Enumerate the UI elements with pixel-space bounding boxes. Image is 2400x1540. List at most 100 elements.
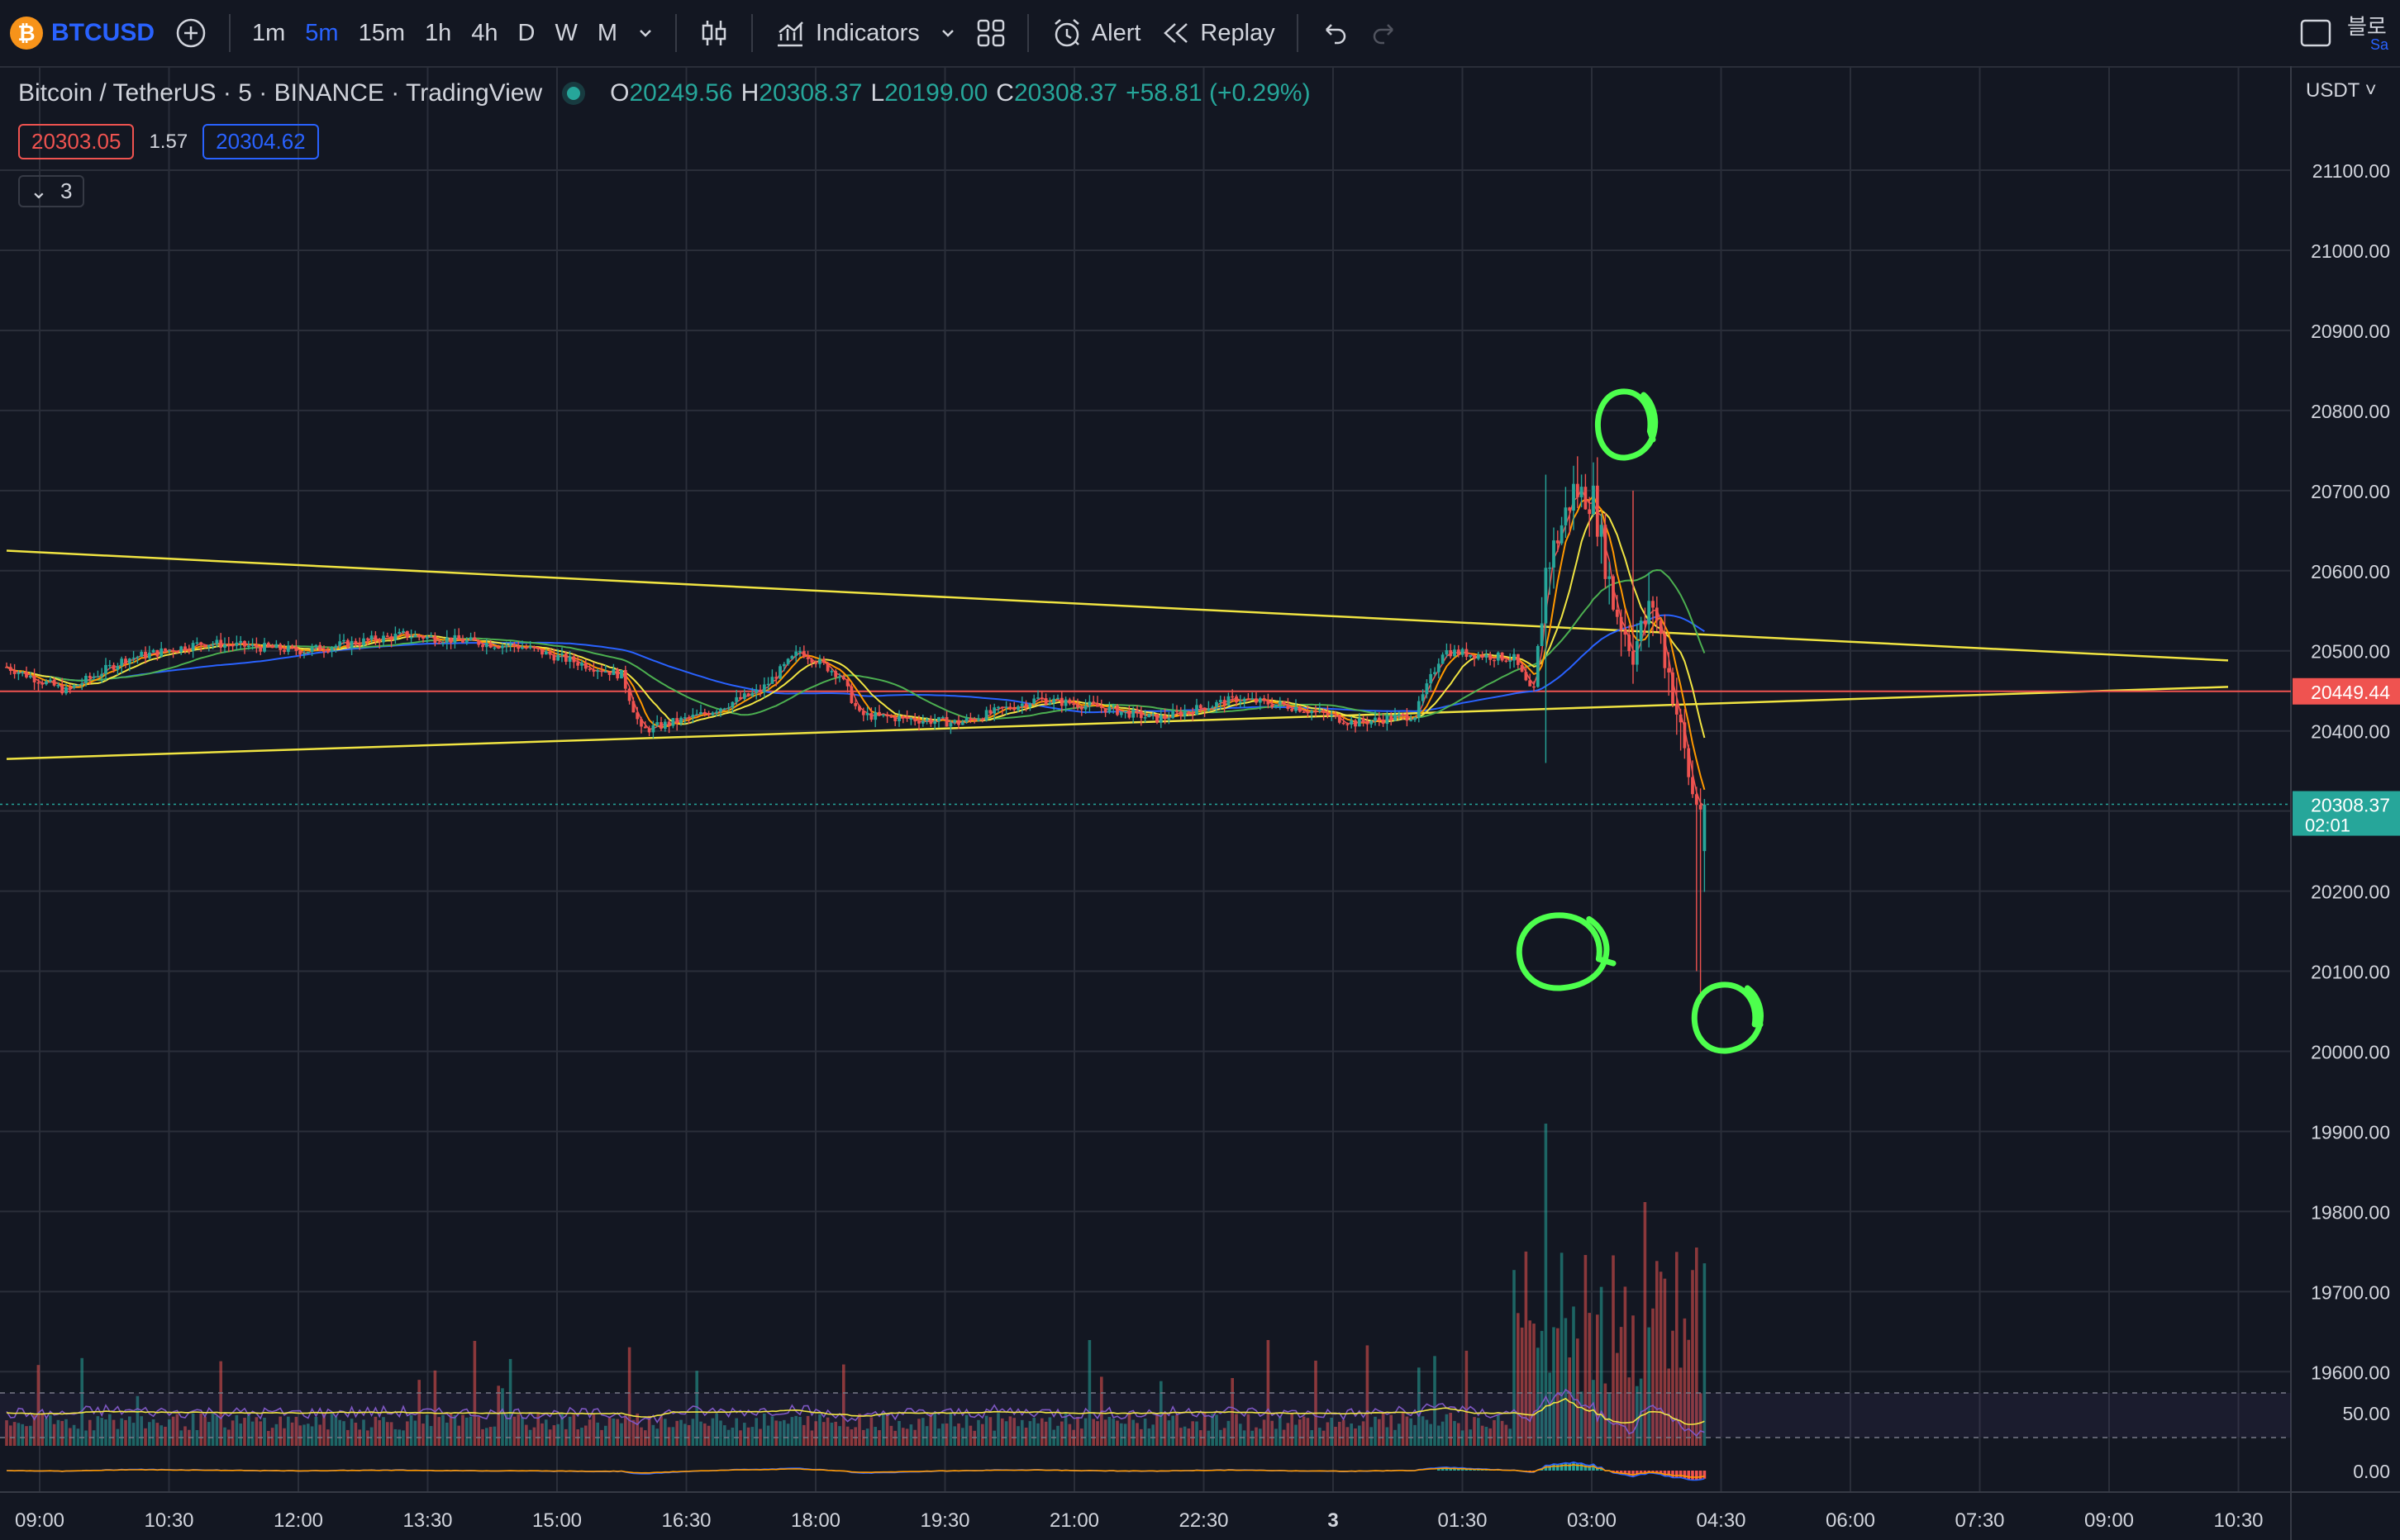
candle-body: [1107, 706, 1112, 713]
volume-bar: [84, 1430, 88, 1446]
candle-body: [596, 670, 600, 673]
buy-price-button[interactable]: 20304.62: [202, 124, 319, 159]
volume-bar: [1334, 1426, 1337, 1446]
timeframe-d[interactable]: D: [517, 19, 536, 46]
volume-bar: [878, 1430, 881, 1446]
add-symbol-button[interactable]: [164, 0, 217, 66]
candle-body: [1258, 698, 1262, 703]
candle-body: [1655, 607, 1659, 621]
replay-button[interactable]: Replay: [1150, 0, 1284, 66]
x-tick-label: 16:30: [661, 1509, 711, 1532]
indicators-dropdown[interactable]: [930, 0, 966, 66]
candle-body: [259, 647, 263, 652]
candle-body: [504, 645, 508, 647]
timeframe-5m[interactable]: 5m: [305, 19, 339, 46]
redo-button[interactable]: [1360, 0, 1409, 66]
candle-body: [36, 682, 40, 684]
y-tick-label: 20800.00: [2311, 401, 2390, 422]
sell-price-button[interactable]: 20303.05: [18, 124, 135, 159]
candle-body: [532, 646, 536, 649]
volume-bar: [964, 1414, 969, 1446]
volume-bar: [1643, 1202, 1647, 1446]
candle-body: [735, 696, 739, 702]
candle-body: [1619, 616, 1623, 630]
candle-body: [1048, 702, 1052, 705]
candle-body: [521, 647, 524, 649]
volume-bar: [703, 1423, 707, 1446]
chart-type-button[interactable]: [688, 0, 740, 66]
undo-button[interactable]: [1310, 0, 1360, 66]
volume-bar: [60, 1420, 64, 1446]
candle-body: [1171, 711, 1175, 719]
volume-bar: [981, 1424, 984, 1446]
candle-body: [100, 673, 104, 677]
timeframe-1m[interactable]: 1m: [252, 19, 286, 46]
candle-body: [878, 711, 881, 715]
y-tick-label: 20700.00: [2311, 481, 2390, 502]
candle-body: [84, 675, 88, 683]
volume-bar: [766, 1425, 770, 1446]
volume-bar: [1702, 1263, 1707, 1446]
volume-bar: [1246, 1414, 1250, 1446]
candle-body: [973, 719, 977, 721]
candle-body: [1052, 698, 1056, 703]
candle-body: [160, 648, 164, 657]
timeframe-15m[interactable]: 15m: [358, 19, 406, 46]
timeframe-4h[interactable]: 4h: [471, 19, 498, 46]
candle-body: [60, 685, 64, 694]
candle-body: [1222, 700, 1226, 706]
candle-body: [1365, 721, 1369, 725]
volume-bar: [1163, 1413, 1167, 1446]
macd-histogram-bar: [1445, 1466, 1449, 1471]
candle-body: [1321, 710, 1326, 713]
candle-body: [306, 651, 310, 654]
alert-button[interactable]: Alert: [1040, 0, 1151, 66]
candle-body: [199, 642, 203, 645]
price-chart[interactable]: 09:00 10:30 12:00 13:30 15:00 16:30 18:00 19:30…: [0, 66, 2400, 1540]
timeframe-w[interactable]: W: [555, 19, 578, 46]
fullscreen-button[interactable]: [2289, 0, 2342, 66]
volume-bar: [263, 1417, 266, 1446]
candle-body: [171, 649, 175, 652]
layout-grid-icon: [977, 19, 1005, 47]
indicators-button[interactable]: Indicators: [764, 0, 930, 66]
volume-bar: [957, 1423, 960, 1446]
candle-body: [32, 676, 36, 682]
candle-body: [1493, 659, 1496, 662]
symbol-search[interactable]: ₿ BTCUSD: [0, 0, 164, 66]
candle-body: [1211, 706, 1215, 709]
candle-body: [885, 714, 889, 717]
volume-bar: [465, 1417, 469, 1446]
candle-body: [869, 713, 874, 720]
user-menu[interactable]: 블로 Sa: [2342, 0, 2400, 66]
timeframe-dropdown[interactable]: [627, 0, 664, 66]
candle-body: [631, 701, 636, 713]
candle-body: [858, 706, 861, 711]
volume-bar: [17, 1423, 21, 1446]
candle-body: [354, 640, 358, 645]
candle-body: [215, 639, 219, 644]
currency-selector[interactable]: USDT ˅: [2306, 79, 2377, 102]
candle-body: [845, 679, 850, 687]
candle-body: [854, 702, 858, 706]
candle-body: [779, 666, 782, 679]
volume-bar: [76, 1428, 80, 1446]
timeframe-1h[interactable]: 1h: [425, 19, 452, 46]
volume-bar: [743, 1423, 746, 1446]
volume-bar: [933, 1413, 936, 1446]
indicator-collapse-button[interactable]: ⌄ 3: [18, 175, 84, 207]
volume-bar: [1017, 1426, 1020, 1446]
macd-histogram-bar: [1695, 1471, 1698, 1481]
volume-bar: [1564, 1318, 1568, 1446]
candle-body: [326, 651, 330, 653]
candle-body: [905, 716, 909, 719]
timeframe-m[interactable]: M: [597, 19, 618, 46]
layout-button[interactable]: [966, 0, 1016, 66]
candle-body: [195, 642, 199, 644]
volume-bar: [1211, 1414, 1214, 1446]
volume-bar: [647, 1415, 651, 1446]
volume-bar: [691, 1419, 695, 1446]
volume-bar: [1326, 1422, 1330, 1446]
candle-body: [104, 664, 107, 674]
candle-body: [246, 645, 250, 648]
